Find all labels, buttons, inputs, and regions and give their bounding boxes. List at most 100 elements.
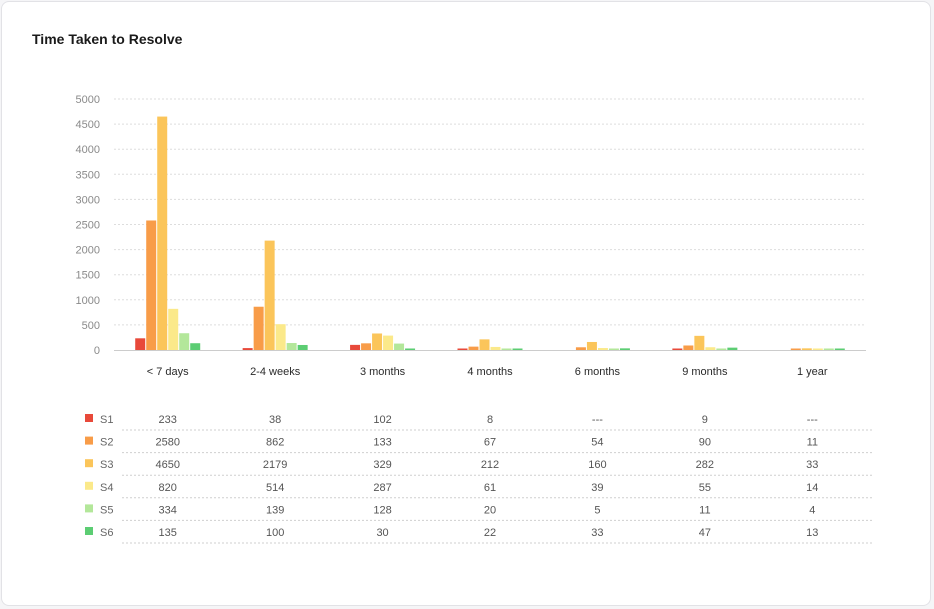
table-cell: 33 [806,459,818,471]
legend-swatch [85,527,93,535]
bar-s5 [716,348,727,350]
y-tick-label: 500 [82,320,100,332]
bar-s3 [157,116,168,350]
bar-s2 [468,346,479,350]
bar-s5 [608,348,619,350]
y-tick-label: 4000 [76,144,100,156]
chart-title: Time Taken to Resolve [32,31,183,47]
table-cell: 287 [373,482,391,494]
y-tick-label: 1000 [76,295,100,307]
bar-s1 [350,344,361,350]
table-cell: 862 [266,437,284,449]
bar-s6 [297,344,308,350]
bar-s1 [672,348,683,350]
bar-s3 [586,341,597,350]
table-cell: 329 [373,459,391,471]
table-cell: --- [807,414,818,426]
y-tick-label: 4500 [76,119,100,131]
table-cell: 8 [487,414,493,426]
table-cell: 90 [699,437,711,449]
bar-s4 [168,308,179,350]
y-tick-label: 2500 [76,220,100,232]
bar-s5 [286,343,297,350]
bar-s2 [575,347,586,350]
legend-swatch [85,414,93,422]
table-cell: 33 [591,527,603,539]
table-cell: 820 [159,482,177,494]
x-category-label: 1 year [797,366,828,378]
x-category-label: 6 months [575,366,621,378]
table-cell: 39 [591,482,603,494]
table-cell: 38 [269,414,281,426]
table-cell: 2179 [263,459,287,471]
table-cell: 282 [696,459,714,471]
bar-s6 [727,347,738,350]
table-cell: 22 [484,527,496,539]
table-cell: 4 [809,504,815,516]
table-cell: 30 [376,527,388,539]
bar-s5 [179,333,190,350]
bar-s5 [823,348,834,350]
table-cell: --- [592,414,603,426]
legend-swatch [85,481,93,490]
bar-s4 [275,324,286,350]
table-cell: 11 [699,504,710,516]
bar-s6 [512,348,523,350]
legend-label: S2 [100,437,113,449]
table-cell: 160 [588,459,606,471]
bar-s3 [694,335,705,350]
table-cell: 4650 [155,459,179,471]
bar-s6 [190,343,201,350]
bar-s2 [683,345,694,350]
table-cell: 128 [373,504,391,516]
table-cell: 334 [159,504,177,516]
bar-s4 [705,347,716,350]
table-cell: 47 [699,527,711,539]
table-cell: 9 [702,414,708,426]
table-cell: 67 [484,437,496,449]
x-category-label: 2-4 weeks [250,366,301,378]
table-cell: 54 [591,437,603,449]
y-tick-label: 0 [94,345,100,357]
table-cell: 100 [266,527,284,539]
y-tick-label: 3500 [76,169,100,181]
table-cell: 139 [266,504,284,516]
bar-s4 [383,335,394,350]
y-tick-label: 2000 [76,245,100,257]
table-cell: 61 [484,482,496,494]
bar-s3 [372,333,383,350]
legend-swatch [85,459,93,468]
table-cell: 514 [266,482,284,494]
table-cell: 13 [806,527,818,539]
bar-s3 [479,339,490,350]
table-cell: 2580 [155,437,179,449]
bar-s1 [135,338,146,350]
bar-s1 [242,348,253,350]
table-cell: 212 [481,459,499,471]
table-cell: 233 [159,414,177,426]
bar-s5 [394,343,405,350]
bar-s6 [834,348,845,350]
x-category-label: 4 months [467,366,513,378]
y-tick-label: 3000 [76,194,100,206]
legend-label: S3 [100,459,113,471]
bar-s5 [501,348,512,350]
bar-s2 [253,306,264,350]
legend-swatch [85,504,93,513]
table-cell: 20 [484,504,496,516]
table-cell: 135 [159,527,177,539]
legend-swatch [85,436,93,445]
y-tick-label: 5000 [76,94,100,106]
bar-s4 [812,348,823,350]
x-category-label: < 7 days [147,366,189,378]
bar-s6 [619,348,630,350]
bar-s2 [790,348,801,350]
table-cell: 11 [807,437,818,449]
table-cell: 55 [699,482,711,494]
x-category-label: 3 months [360,366,406,378]
legend-label: S5 [100,504,113,516]
bar-s4 [597,348,608,350]
y-tick-label: 1500 [76,270,100,282]
